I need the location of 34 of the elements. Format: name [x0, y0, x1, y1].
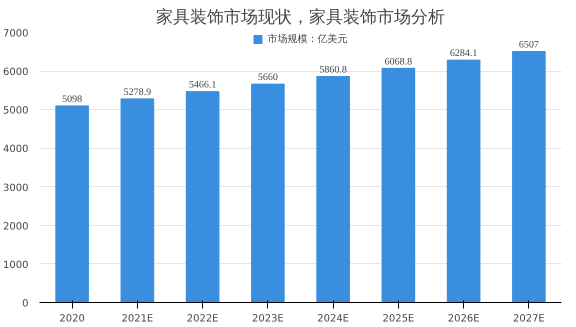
x-tick-label: 2025E	[382, 314, 414, 324]
x-tick-label: 2024E	[317, 314, 350, 324]
bar	[251, 84, 285, 302]
y-tick-label: 1000	[3, 260, 29, 271]
y-tick-label: 3000	[3, 182, 29, 194]
bar	[316, 76, 350, 302]
data-label: 6068.8	[384, 56, 412, 68]
data-label: 6507	[518, 40, 539, 51]
y-tick-label: 2000	[3, 221, 29, 232]
y-tick-label: 5000	[3, 106, 29, 117]
bar	[55, 105, 89, 302]
y-tick-label: 0	[22, 298, 29, 310]
x-tick-label: 2026E	[448, 314, 480, 324]
data-label: 5660	[258, 72, 278, 84]
x-tick-label: 2022E	[186, 314, 219, 324]
bar	[512, 51, 546, 302]
bar	[382, 68, 416, 302]
x-tick-label: 2023E	[252, 314, 284, 324]
bar	[186, 91, 220, 302]
x-tick-label: 2021E	[121, 314, 154, 324]
legend-label: 市场规模：亿美元	[268, 32, 348, 46]
data-label: 5098	[62, 94, 82, 105]
x-tick-label: 2027E	[512, 314, 545, 324]
y-tick-label: 6000	[3, 67, 29, 78]
chart-title: 家具装饰市场现状，家具装饰市场分析	[156, 8, 445, 28]
data-label: 6284.1	[450, 48, 478, 60]
y-tick-label: 7000	[3, 28, 29, 40]
bar	[120, 98, 154, 302]
data-label: 5860.8	[319, 64, 347, 76]
x-tick-label: 2020	[59, 314, 85, 324]
data-label: 5278.9	[124, 86, 152, 98]
bar	[446, 60, 480, 302]
y-tick-label: 4000	[3, 144, 29, 156]
data-label: 5466.1	[188, 80, 216, 91]
